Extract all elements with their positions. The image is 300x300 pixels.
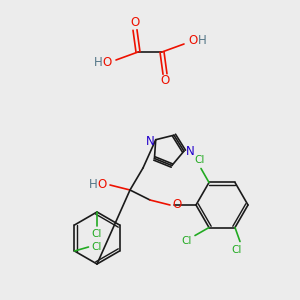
Text: O: O <box>98 178 106 190</box>
Text: Cl: Cl <box>92 229 102 239</box>
Text: O: O <box>102 56 112 70</box>
Text: O: O <box>130 16 140 29</box>
Text: Cl: Cl <box>91 242 102 252</box>
Text: Cl: Cl <box>182 236 192 245</box>
Text: H: H <box>88 178 98 190</box>
Text: Cl: Cl <box>232 244 242 254</box>
Text: O: O <box>172 199 182 212</box>
Text: H: H <box>198 34 206 47</box>
Text: Cl: Cl <box>195 155 205 166</box>
Text: H: H <box>94 56 102 70</box>
Text: N: N <box>186 145 194 158</box>
Text: O: O <box>188 34 198 47</box>
Text: N: N <box>146 135 155 148</box>
Text: O: O <box>160 74 169 88</box>
